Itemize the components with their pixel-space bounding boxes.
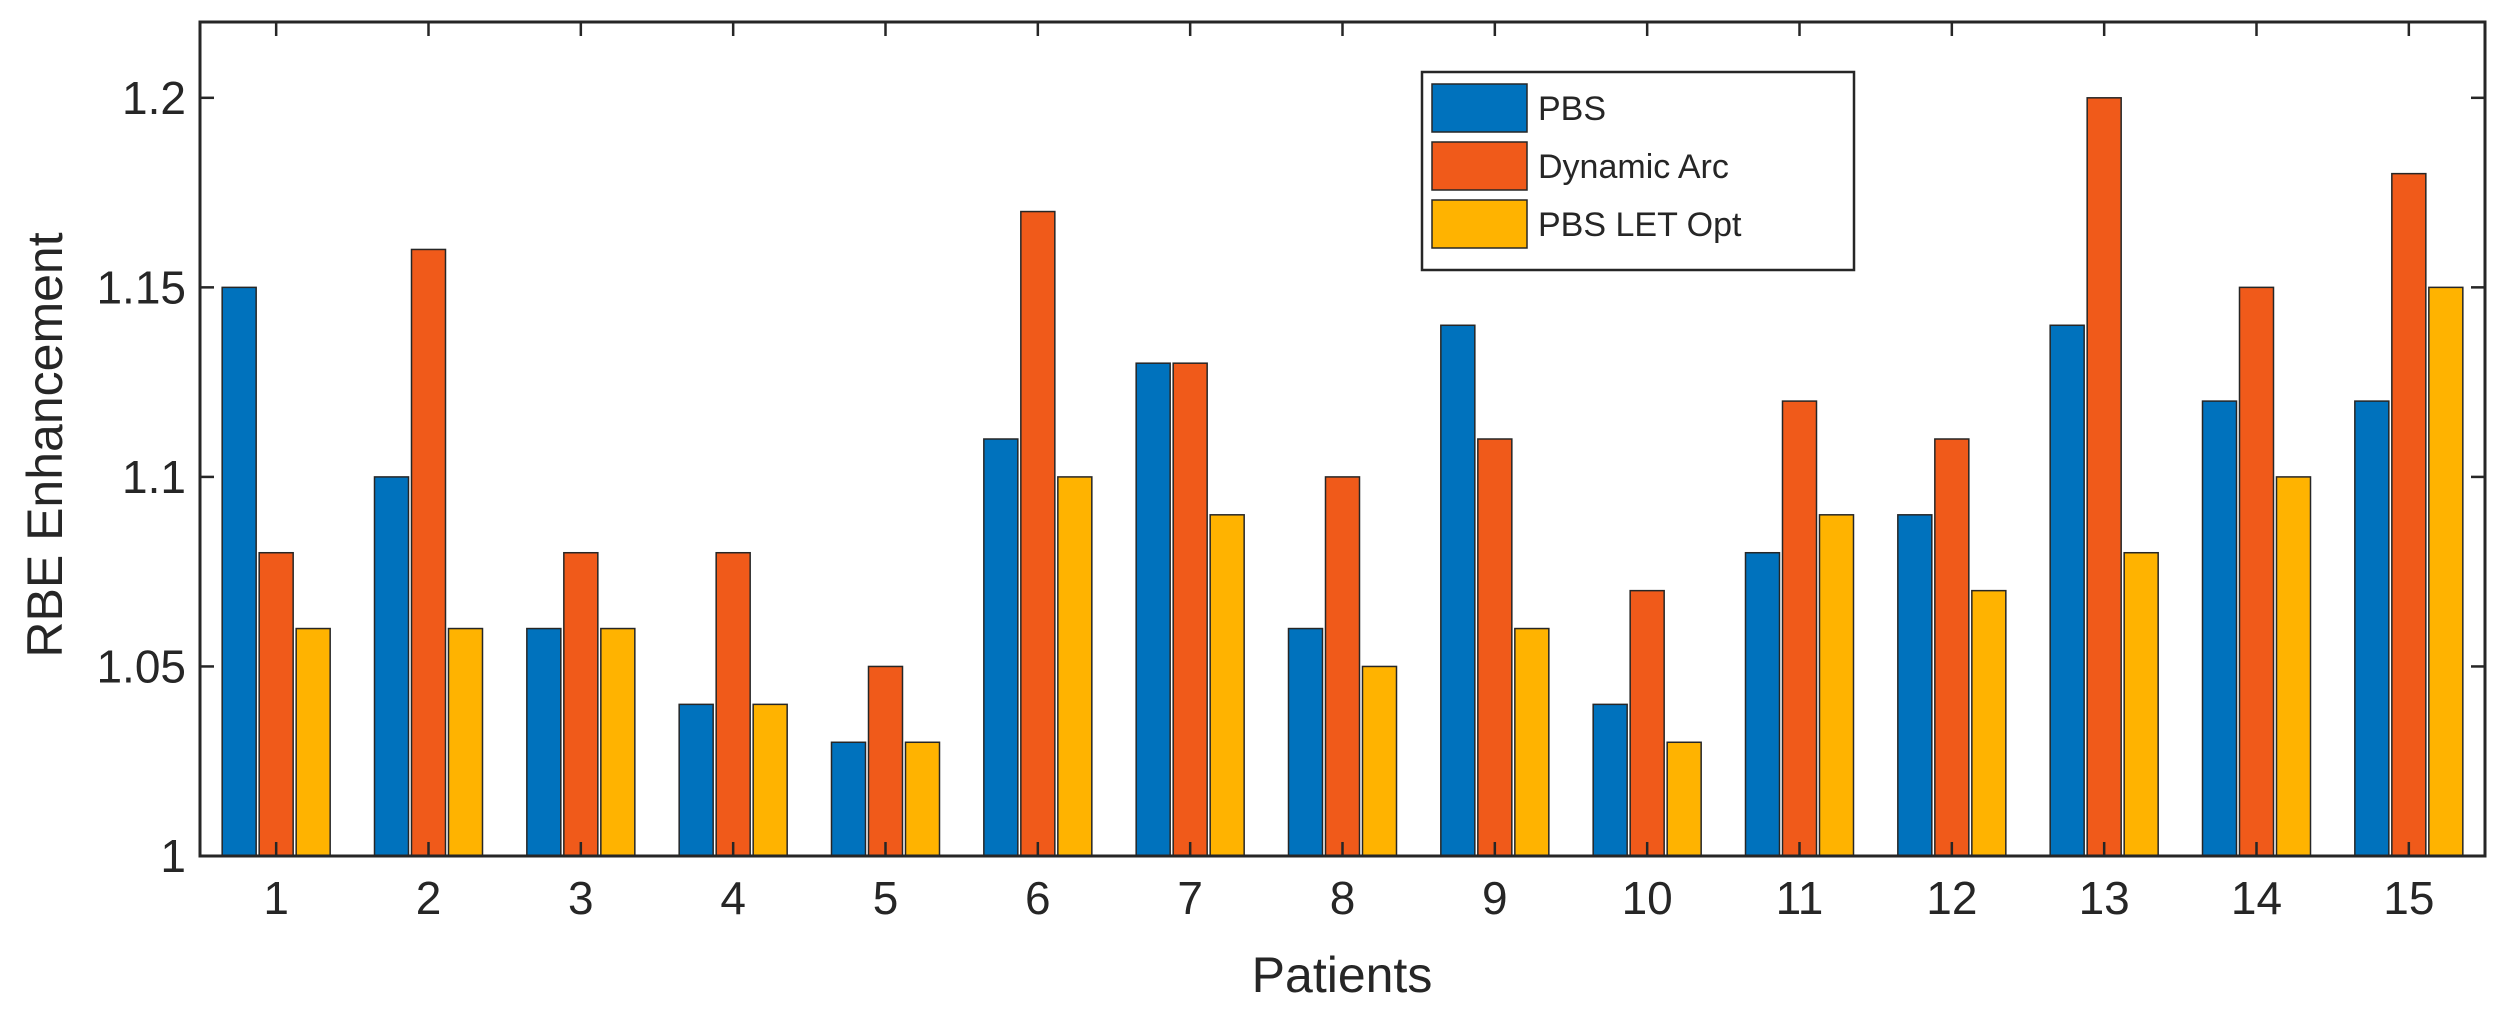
bar-dynamic-arc-patient-10[interactable] — [1629, 589, 1665, 857]
legend-label-pbs-let-opt: PBS LET Opt — [1538, 206, 1742, 244]
bar-pbs-patient-14[interactable] — [2201, 400, 2238, 857]
x-tick-label: 8 — [1330, 872, 1356, 924]
bar-pbs-let-opt-patient-7[interactable] — [1209, 514, 1245, 857]
x-tick-label: 14 — [2231, 872, 2282, 924]
bar-pbs-let-opt-patient-5[interactable] — [904, 741, 941, 857]
legend-swatch-pbs-let-opt — [1431, 199, 1528, 249]
bar-pbs-patient-11[interactable] — [1744, 551, 1781, 857]
x-tick-label: 2 — [416, 872, 442, 924]
legend[interactable]: PBS Dynamic Arc PBS LET Opt — [1420, 70, 1856, 272]
legend-label-pbs: PBS — [1538, 90, 1606, 128]
x-tick-label: 11 — [1776, 872, 1824, 924]
legend-swatch-pbs — [1431, 83, 1528, 133]
bar-pbs-patient-3[interactable] — [526, 627, 562, 857]
y-tick-label: 1.15 — [96, 261, 186, 313]
y-tick-label: 1 — [160, 830, 186, 882]
bar-pbs-let-opt-patient-1[interactable] — [295, 627, 331, 857]
x-tick-label: 10 — [1622, 872, 1673, 924]
y-tick-label: 1.05 — [96, 640, 186, 692]
bar-pbs-patient-2[interactable] — [373, 476, 410, 857]
bar-pbs-patient-13[interactable] — [2049, 324, 2085, 857]
bar-pbs-let-opt-patient-8[interactable] — [1361, 665, 1398, 857]
x-tick-label: 5 — [873, 872, 899, 924]
bar-pbs-patient-5[interactable] — [830, 741, 867, 857]
bar-pbs-let-opt-patient-2[interactable] — [447, 627, 484, 857]
bar-pbs-let-opt-patient-9[interactable] — [1514, 627, 1550, 857]
bar-pbs-patient-9[interactable] — [1440, 324, 1476, 857]
bar-pbs-patient-12[interactable] — [1897, 514, 1933, 857]
bars-layer — [221, 97, 2464, 857]
bar-dynamic-arc-patient-15[interactable] — [2391, 172, 2427, 857]
x-tick-label: 1 — [263, 872, 289, 924]
bar-dynamic-arc-patient-3[interactable] — [563, 551, 599, 857]
bar-pbs-let-opt-patient-10[interactable] — [1666, 741, 1702, 857]
bar-dynamic-arc-patient-2[interactable] — [410, 248, 447, 857]
bar-pbs-let-opt-patient-14[interactable] — [2275, 476, 2312, 857]
bar-dynamic-arc-patient-11[interactable] — [1781, 400, 1818, 857]
y-axis-title: RBE Enhancement — [17, 232, 73, 657]
legend-label-dynamic-arc: Dynamic Arc — [1538, 148, 1729, 186]
bar-pbs-patient-15[interactable] — [2354, 400, 2390, 857]
x-axis-title: Patients — [1252, 947, 1433, 1003]
bar-dynamic-arc-patient-4[interactable] — [715, 551, 751, 857]
legend-items: PBS Dynamic Arc PBS LET Opt — [1431, 83, 1742, 249]
bar-dynamic-arc-patient-7[interactable] — [1172, 362, 1208, 857]
x-tick-label: 6 — [1025, 872, 1051, 924]
x-tick-label: 4 — [720, 872, 746, 924]
bar-dynamic-arc-patient-9[interactable] — [1477, 438, 1513, 857]
bar-pbs-let-opt-patient-13[interactable] — [2123, 551, 2159, 857]
bar-dynamic-arc-patient-12[interactable] — [1934, 438, 1970, 857]
legend-swatch-dynamic-arc — [1431, 141, 1528, 191]
bar-pbs-patient-1[interactable] — [221, 286, 257, 857]
bar-pbs-patient-8[interactable] — [1287, 627, 1324, 857]
x-tick-label: 15 — [2383, 872, 2434, 924]
x-tick-label: 9 — [1482, 872, 1508, 924]
y-tick-label: 1.2 — [122, 72, 186, 124]
bar-pbs-let-opt-patient-4[interactable] — [752, 703, 788, 857]
bar-dynamic-arc-patient-6[interactable] — [1020, 210, 1056, 857]
bar-pbs-let-opt-patient-3[interactable] — [600, 627, 636, 857]
x-tick-label: 13 — [2079, 872, 2130, 924]
x-tick-label: 12 — [1926, 872, 1977, 924]
bar-pbs-patient-7[interactable] — [1135, 362, 1171, 857]
bar-pbs-patient-6[interactable] — [983, 438, 1019, 857]
bar-pbs-let-opt-patient-6[interactable] — [1057, 476, 1093, 857]
bar-pbs-patient-10[interactable] — [1592, 703, 1628, 857]
bar-dynamic-arc-patient-5[interactable] — [867, 665, 904, 857]
y-tick-label: 1.1 — [122, 451, 186, 503]
bar-pbs-let-opt-patient-12[interactable] — [1971, 589, 2007, 857]
bar-pbs-let-opt-patient-11[interactable] — [1818, 514, 1855, 857]
bar-pbs-let-opt-patient-15[interactable] — [2428, 286, 2464, 857]
bar-dynamic-arc-patient-1[interactable] — [258, 551, 294, 857]
bar-dynamic-arc-patient-13[interactable] — [2086, 97, 2122, 857]
x-tick-label: 3 — [568, 872, 594, 924]
bar-dynamic-arc-patient-8[interactable] — [1324, 476, 1361, 857]
bar-pbs-patient-4[interactable] — [678, 703, 714, 857]
bar-dynamic-arc-patient-14[interactable] — [2238, 286, 2275, 857]
x-tick-label: 7 — [1177, 872, 1203, 924]
